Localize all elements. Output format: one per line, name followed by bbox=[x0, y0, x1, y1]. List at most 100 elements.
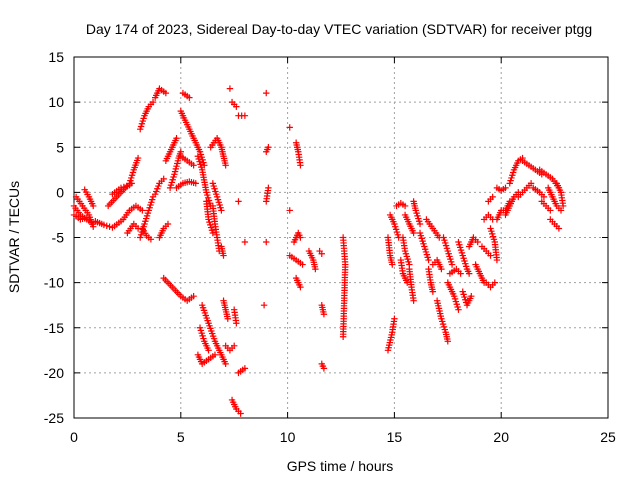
y-tick-label: 15 bbox=[48, 49, 64, 65]
data-point bbox=[103, 222, 110, 229]
data-point bbox=[557, 207, 565, 214]
data-point bbox=[297, 234, 304, 241]
y-tick-label: -10 bbox=[44, 275, 64, 291]
data-point bbox=[190, 162, 197, 169]
data-point bbox=[209, 229, 217, 237]
data-point bbox=[320, 365, 328, 372]
data-point bbox=[429, 288, 437, 295]
x-tick-label: 15 bbox=[387, 429, 403, 445]
data-point bbox=[547, 207, 554, 214]
y-tick-label: -5 bbox=[52, 230, 65, 246]
axis-ticks bbox=[73, 56, 609, 419]
chart-title: Day 174 of 2023, Sidereal Day-to-day VTE… bbox=[86, 21, 592, 37]
data-point bbox=[164, 220, 172, 228]
data-point bbox=[468, 292, 475, 300]
data-point bbox=[90, 223, 97, 230]
data-point bbox=[139, 207, 146, 214]
data-point bbox=[502, 184, 509, 192]
data-point bbox=[265, 144, 272, 151]
data-point bbox=[448, 261, 456, 268]
data-point bbox=[527, 180, 535, 187]
data-point bbox=[222, 162, 229, 169]
data-point bbox=[147, 236, 155, 243]
data-point bbox=[241, 238, 249, 246]
data-point bbox=[149, 98, 157, 106]
data-point bbox=[425, 256, 432, 264]
data-point bbox=[339, 333, 347, 340]
data-point bbox=[260, 301, 268, 309]
data-point bbox=[474, 238, 481, 246]
data-point bbox=[231, 342, 238, 349]
data-point bbox=[286, 124, 293, 131]
data-point bbox=[160, 175, 167, 183]
x-tick-label: 5 bbox=[177, 429, 185, 445]
data-point bbox=[455, 306, 462, 313]
data-point bbox=[487, 252, 494, 259]
y-tick-label: 0 bbox=[56, 184, 64, 200]
y-tick-label: 5 bbox=[56, 139, 64, 155]
data-point bbox=[263, 238, 270, 246]
x-tick-label: 25 bbox=[600, 429, 616, 445]
data-point bbox=[224, 315, 231, 322]
data-point bbox=[438, 265, 445, 273]
data-point bbox=[120, 183, 128, 191]
data-point bbox=[100, 221, 108, 229]
data-point bbox=[192, 180, 199, 187]
data-point bbox=[416, 220, 424, 228]
data-point bbox=[106, 223, 113, 230]
y-tick-label: -25 bbox=[44, 410, 64, 426]
data-point bbox=[320, 311, 328, 318]
y-tick-label: -20 bbox=[44, 365, 64, 381]
data-point bbox=[173, 135, 180, 142]
x-tick-label: 0 bbox=[70, 429, 78, 445]
data-point bbox=[404, 279, 411, 286]
data-point bbox=[391, 315, 398, 322]
data-point bbox=[190, 292, 197, 300]
data-point bbox=[493, 256, 501, 264]
data-point bbox=[226, 85, 234, 92]
data-point bbox=[205, 347, 212, 354]
data-point bbox=[211, 351, 219, 359]
data-point bbox=[389, 261, 396, 268]
data-point bbox=[410, 229, 417, 237]
tick-labels: 0 5 10 15 20 25 15 10 5 0 -5 -10 -15 -20 -25 bbox=[44, 49, 616, 445]
data-point bbox=[220, 252, 227, 259]
data-point bbox=[297, 283, 304, 291]
x-tick-label: 10 bbox=[280, 429, 296, 445]
data-points bbox=[70, 85, 567, 417]
data-point bbox=[233, 320, 240, 327]
x-tick-label: 20 bbox=[493, 429, 509, 445]
y-tick-label: -15 bbox=[44, 320, 64, 336]
data-point bbox=[401, 202, 409, 210]
y-tick-label: 10 bbox=[48, 94, 64, 110]
data-point bbox=[90, 202, 97, 210]
data-point bbox=[540, 193, 548, 201]
data-point bbox=[491, 279, 498, 286]
data-point bbox=[555, 225, 563, 232]
data-point bbox=[117, 184, 125, 192]
data-point bbox=[235, 198, 242, 205]
data-point bbox=[233, 103, 240, 110]
data-point bbox=[299, 261, 306, 268]
data-point bbox=[444, 338, 451, 345]
data-point bbox=[465, 270, 473, 277]
data-point bbox=[162, 89, 170, 97]
data-point bbox=[241, 365, 249, 372]
data-point bbox=[265, 184, 272, 192]
data-point bbox=[241, 112, 249, 119]
data-point bbox=[218, 207, 225, 214]
data-point bbox=[222, 360, 229, 368]
data-point bbox=[312, 265, 319, 273]
data-point bbox=[410, 297, 417, 304]
data-point bbox=[263, 89, 270, 97]
data-point bbox=[186, 94, 193, 101]
data-point bbox=[297, 162, 304, 169]
data-point bbox=[134, 154, 142, 162]
y-axis-label: SDTVAR / TECUs bbox=[6, 181, 22, 293]
x-axis-label: GPS time / hours bbox=[287, 458, 394, 474]
data-point bbox=[559, 202, 567, 210]
data-point bbox=[457, 270, 464, 277]
data-point bbox=[489, 193, 496, 201]
data-point bbox=[318, 250, 325, 257]
